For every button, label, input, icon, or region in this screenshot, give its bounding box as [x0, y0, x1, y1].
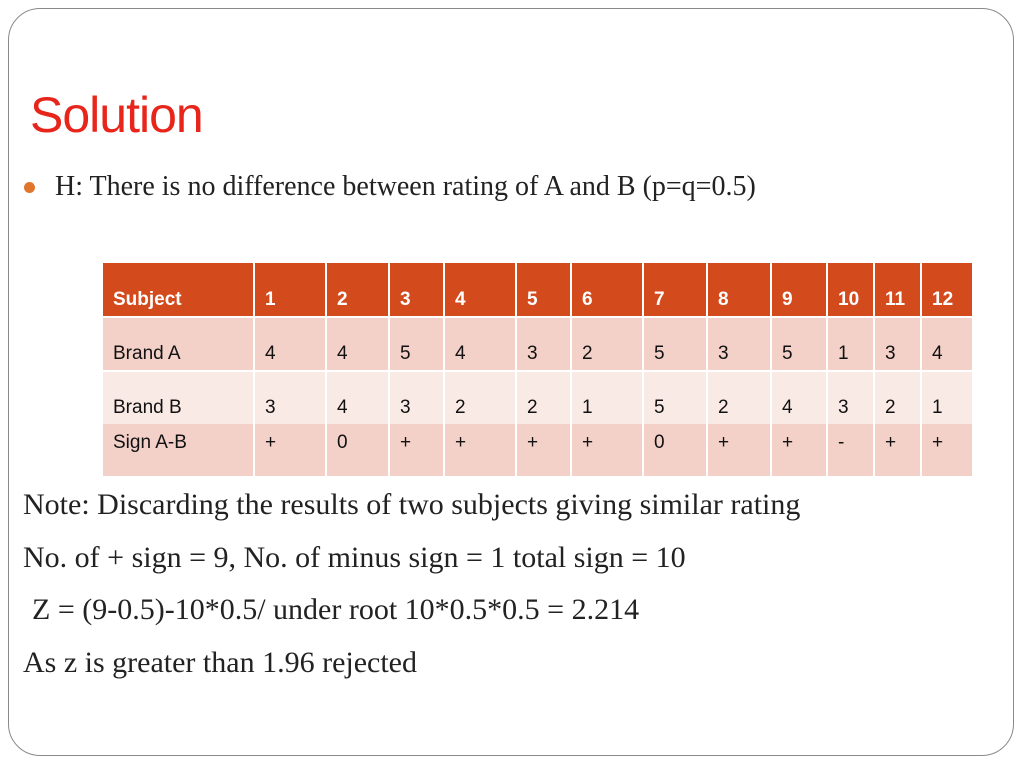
table-cell: 0 — [327, 424, 388, 476]
table-cell: 1 — [828, 318, 873, 370]
table-cell: 5 — [644, 318, 706, 370]
table-cell: 3 — [517, 318, 570, 370]
table-cell: 0 — [644, 424, 706, 476]
row-label: Brand B — [103, 372, 253, 424]
table-cell: 8 — [708, 263, 770, 316]
table-cell: 4 — [772, 372, 826, 424]
table-cell: 9 — [772, 263, 826, 316]
table-cell: + — [922, 424, 972, 476]
bullet-text: H: There is no difference between rating… — [55, 171, 756, 202]
table-cell: 2 — [708, 372, 770, 424]
table-cell: 3 — [255, 372, 325, 424]
table-cell: 5 — [517, 263, 570, 316]
table-cell: + — [517, 424, 570, 476]
table-cell: + — [445, 424, 515, 476]
table-cell: + — [390, 424, 443, 476]
table-cell: 12 — [922, 263, 972, 316]
table-cell: 5 — [390, 318, 443, 370]
table-cell: + — [875, 424, 920, 476]
slide-title: Solution — [30, 87, 204, 143]
table-cell: 2 — [327, 263, 388, 316]
table-cell: 4 — [445, 263, 515, 316]
bullet-marker — [24, 182, 35, 193]
table-cell: 1 — [572, 372, 642, 424]
note-line: As z is greater than 1.96 rejected — [23, 646, 417, 679]
table-cell: + — [255, 424, 325, 476]
note-line: No. of + sign = 9, No. of minus sign = 1… — [23, 541, 686, 574]
table-cell: + — [708, 424, 770, 476]
table-cell: 2 — [875, 372, 920, 424]
table-cell: 2 — [572, 318, 642, 370]
table-cell: 4 — [922, 318, 972, 370]
table-cell: 4 — [327, 318, 388, 370]
table-cell: 1 — [255, 263, 325, 316]
table-cell: 10 — [828, 263, 873, 316]
table-cell: 1 — [922, 372, 972, 424]
table-cell: 2 — [445, 372, 515, 424]
table-cell: - — [828, 424, 873, 476]
note-line: Z = (9-0.5)-10*0.5/ under root 10*0.5*0.… — [32, 593, 640, 626]
table-cell: 7 — [644, 263, 706, 316]
slide-frame — [8, 8, 1014, 756]
table-cell: 2 — [517, 372, 570, 424]
table-cell: 3 — [390, 263, 443, 316]
table-cell: 6 — [572, 263, 642, 316]
table-cell: 11 — [875, 263, 920, 316]
table-cell: 4 — [445, 318, 515, 370]
note-line: Note: Discarding the results of two subj… — [23, 488, 801, 521]
row-label: Brand A — [103, 318, 253, 370]
table-cell: 3 — [390, 372, 443, 424]
table-cell: 3 — [708, 318, 770, 370]
table-cell: 5 — [772, 318, 826, 370]
table-cell: + — [572, 424, 642, 476]
table-cell: 5 — [644, 372, 706, 424]
row-label: Sign A-B — [103, 424, 253, 476]
table-cell: 3 — [828, 372, 873, 424]
row-label: Subject — [103, 263, 253, 316]
table-cell: 4 — [327, 372, 388, 424]
table-cell: 4 — [255, 318, 325, 370]
table-cell: 3 — [875, 318, 920, 370]
table-cell: + — [772, 424, 826, 476]
